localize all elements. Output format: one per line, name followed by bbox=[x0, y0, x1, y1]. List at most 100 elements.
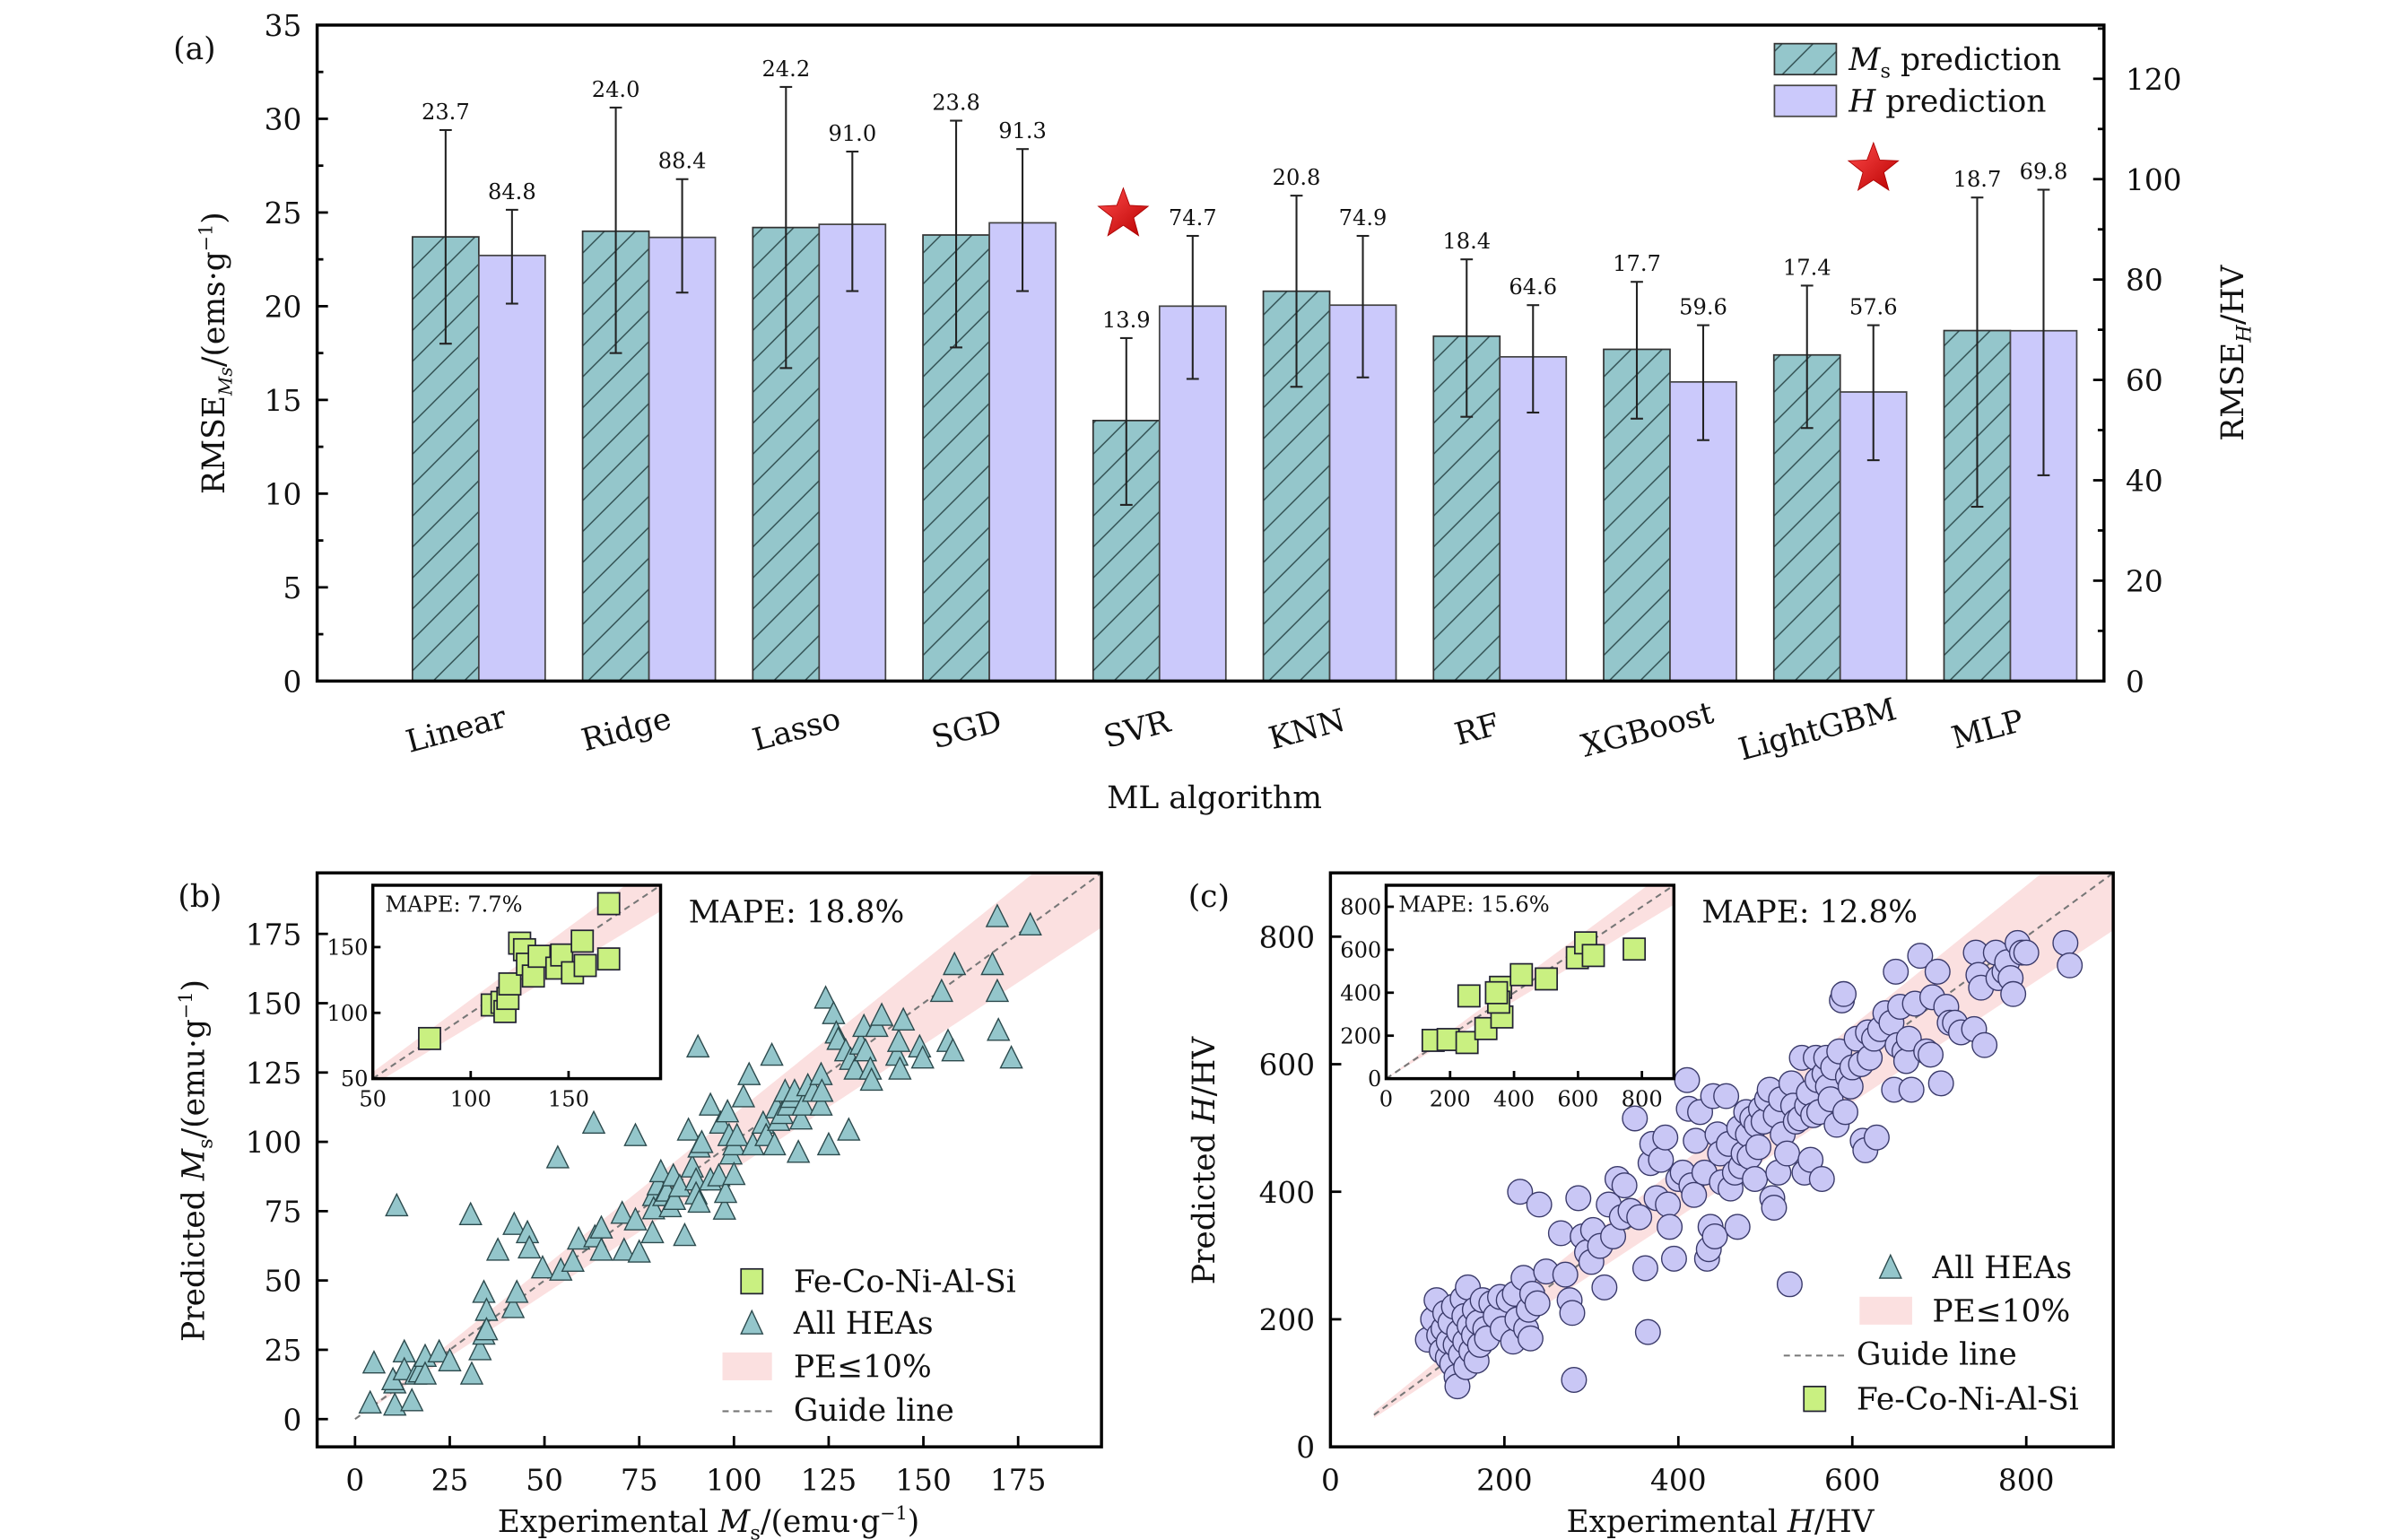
data-point-triangle bbox=[859, 1066, 883, 1092]
value-label-ms-lasso: 24.2 bbox=[761, 57, 810, 82]
legend-swatch-allheas-c bbox=[1878, 1253, 1902, 1279]
data-point-circle bbox=[1648, 1146, 1675, 1173]
data-point-circle bbox=[1681, 1181, 1708, 1208]
data-point-triangle bbox=[358, 1389, 382, 1414]
data-point-triangle bbox=[791, 1092, 815, 1116]
plot-frame bbox=[1328, 871, 2115, 1449]
inset-y-tick-label: 800 bbox=[1340, 895, 1381, 920]
data-point-triangle bbox=[581, 1109, 606, 1135]
x-tick-label: 0 bbox=[1321, 1463, 1340, 1497]
data-point-circle bbox=[1797, 1146, 1824, 1173]
value-label-h-xgboost: 59.6 bbox=[1679, 295, 1727, 320]
inset-y-tick-label: 50 bbox=[341, 1066, 369, 1092]
value-label-ms-xgboost: 17.7 bbox=[1613, 251, 1661, 276]
left-tick-label: 15 bbox=[265, 384, 302, 418]
data-point-circle bbox=[1631, 1255, 1658, 1282]
data-point-triangle bbox=[698, 1092, 723, 1116]
data-point-triangle bbox=[610, 1200, 634, 1224]
mape-main-c: MAPE: 12.8% bbox=[1701, 894, 1918, 930]
legend-swatch-allheas-b bbox=[740, 1309, 764, 1335]
right-axis-ticks: 0 20 40 60 80 100 120 bbox=[2092, 27, 2182, 699]
value-label-ms-rf: 18.4 bbox=[1442, 229, 1491, 254]
x-axis-title-b: Experimental Ms/(emu·g−1) bbox=[498, 1502, 920, 1540]
x-tick-label: 800 bbox=[1998, 1463, 2055, 1497]
data-point-triangle bbox=[641, 1196, 665, 1220]
data-point-circle bbox=[1724, 1214, 1751, 1240]
data-point-triangle bbox=[459, 1361, 484, 1385]
plot-frame bbox=[315, 871, 1103, 1449]
data-point-circle bbox=[1918, 1041, 1944, 1068]
value-label-h-mlp: 69.8 bbox=[2020, 159, 2068, 184]
data-point-triangle bbox=[869, 1002, 894, 1026]
panel-a-bar-chart: (a) 23.7 84.8 24.0 88.4 24.2 91.0 23.8 91.3 13.9… bbox=[173, 9, 2257, 816]
bar-h-ridge bbox=[648, 236, 717, 683]
category-label-ridge: Ridge bbox=[578, 700, 674, 759]
inset-y-tick-label: 200 bbox=[1340, 1023, 1381, 1048]
data-point-triangle bbox=[530, 1255, 555, 1279]
data-point-circle bbox=[1517, 1325, 1544, 1352]
y-tick-label: 400 bbox=[1259, 1176, 1316, 1210]
bar-h-sgd bbox=[988, 222, 1057, 683]
inset-x-tick-label: 600 bbox=[1557, 1087, 1598, 1112]
x-tick-label: 400 bbox=[1650, 1463, 1707, 1497]
inset-x-tick-label: 200 bbox=[1430, 1087, 1471, 1112]
data-point-triangle bbox=[627, 1239, 651, 1263]
inset-x-tick-label: 800 bbox=[1622, 1087, 1663, 1112]
data-point-triangle bbox=[623, 1206, 648, 1231]
data-point-triangle bbox=[760, 1041, 784, 1066]
legend-label-ms: Ms prediction bbox=[1848, 42, 2061, 83]
data-point-triangle bbox=[474, 1316, 499, 1341]
legend-swatch-ms bbox=[1773, 42, 1838, 76]
inset-plot: 0 200 400 600 800 0 200 400 600 800 MAPE: 15.6% bbox=[1340, 883, 1676, 1112]
left-axis-ticks: 0 5 10 15 20 25 30 35 bbox=[265, 9, 328, 699]
legend-b: Fe-Co-Ni-Al-Si All HEAs PE≤10% Guide lin… bbox=[722, 1265, 1016, 1429]
y-tick-label: 125 bbox=[246, 1057, 302, 1091]
bar-h-mlp bbox=[2009, 329, 2078, 683]
data-point-circle bbox=[2013, 939, 2040, 966]
category-label-mlp: MLP bbox=[1948, 703, 2028, 757]
left-tick-label: 25 bbox=[265, 196, 302, 231]
value-label-h-svr: 74.7 bbox=[1169, 205, 1217, 231]
inset-data-point-square bbox=[1436, 1028, 1460, 1051]
data-point-triangle bbox=[843, 1056, 867, 1080]
x-tick-label: 150 bbox=[895, 1463, 952, 1497]
data-point-triangle bbox=[640, 1219, 665, 1244]
data-point-circle bbox=[1524, 1290, 1551, 1317]
value-label-h-lightgbm: 57.6 bbox=[1849, 295, 1898, 320]
right-tick-label: 120 bbox=[2126, 63, 2182, 97]
y-axis-title-c: Predicted H/HV bbox=[1187, 1036, 1222, 1285]
data-point-triangle bbox=[816, 1131, 841, 1156]
y-tick-label: 75 bbox=[265, 1195, 302, 1229]
data-point-triangle bbox=[715, 1098, 740, 1123]
x-tick-label: 75 bbox=[621, 1463, 658, 1497]
data-point-triangle bbox=[413, 1361, 438, 1385]
data-point-triangle bbox=[722, 1161, 746, 1186]
x-tick-label: 0 bbox=[345, 1463, 364, 1497]
data-point-circle bbox=[1559, 1300, 1586, 1327]
y-tick-label: 0 bbox=[283, 1403, 301, 1437]
inset-y-tick-label: 150 bbox=[326, 935, 368, 961]
data-point-triangle bbox=[713, 1179, 738, 1204]
x-tick-label: 125 bbox=[801, 1463, 857, 1497]
inset-y-tick-label: 400 bbox=[1340, 980, 1381, 1005]
bar-h-linear bbox=[477, 254, 546, 683]
data-point-triangle bbox=[1018, 911, 1042, 935]
data-point-triangle bbox=[987, 1017, 1011, 1041]
right-tick-label: 20 bbox=[2126, 564, 2163, 598]
star-icon bbox=[1847, 141, 1900, 192]
inset-data-point-square bbox=[521, 964, 545, 988]
legend-label-guide-c: Guide line bbox=[1857, 1337, 2017, 1373]
data-point-triangle bbox=[383, 1392, 407, 1416]
y-tick-label: 800 bbox=[1259, 920, 1316, 954]
inset-plot: 50 100 150 50 100 150 MAPE: 7.7% bbox=[326, 883, 663, 1112]
data-point-triangle bbox=[837, 1117, 861, 1141]
legend-swatch-fecoalsi-b bbox=[740, 1267, 764, 1295]
legend-label-h: H prediction bbox=[1848, 84, 2046, 120]
legend-c: All HEAs PE≤10% Guide line Fe-Co-Ni-Al-S… bbox=[1783, 1250, 2079, 1418]
data-point-triangle bbox=[731, 1083, 756, 1108]
data-point-circle bbox=[2000, 980, 2027, 1007]
data-point-circle bbox=[1657, 1214, 1683, 1240]
data-point-circle bbox=[1713, 1083, 1740, 1109]
data-point-circle bbox=[1547, 1220, 1574, 1247]
right-tick-label: 40 bbox=[2126, 465, 2163, 499]
